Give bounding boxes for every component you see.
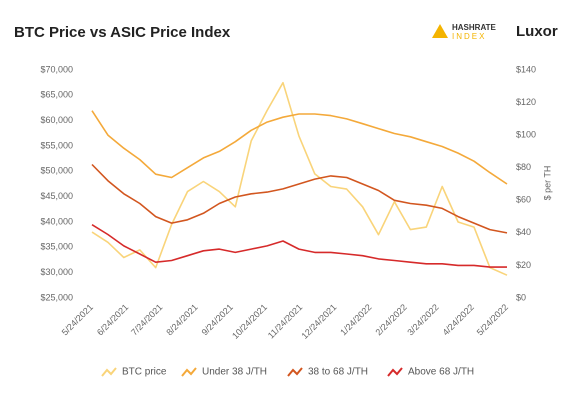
x-tick-label: 8/24/2021 — [164, 302, 199, 337]
series-line — [91, 110, 508, 185]
series-line — [91, 224, 507, 268]
y2-tick-label: $0 — [516, 292, 526, 302]
x-tick-label: 7/24/2021 — [129, 302, 164, 337]
y2-axis-label: $ per TH — [542, 166, 552, 201]
x-tick-label: 10/24/2021 — [230, 302, 269, 341]
legend-swatch — [181, 367, 197, 377]
series-line — [91, 81, 508, 276]
x-tick-label: 6/24/2021 — [95, 302, 130, 337]
y-tick-label: $50,000 — [40, 166, 73, 176]
x-tick-label: 11/24/2021 — [266, 302, 304, 340]
legend-swatch — [287, 367, 303, 377]
y-tick-label: $35,000 — [40, 242, 73, 252]
x-tick-label: 5/24/2021 — [60, 302, 95, 337]
logo-text: INDEX — [452, 32, 486, 41]
logo-icon — [432, 24, 448, 38]
chart-title: BTC Price vs ASIC Price Index — [14, 24, 231, 41]
y2-tick-label: $80 — [516, 162, 531, 172]
y-tick-label: $25,000 — [40, 292, 73, 302]
legend-swatch — [387, 367, 403, 377]
legend-label: 38 to 68 J/TH — [308, 367, 368, 378]
legend-label: Under 38 J/TH — [202, 367, 267, 378]
legend-label: BTC price — [122, 367, 167, 378]
x-tick-label: 2/24/2022 — [374, 302, 409, 337]
y2-tick-label: $100 — [516, 130, 536, 140]
x-tick-label: 1/24/2022 — [338, 302, 373, 337]
x-tick-label: 4/24/2022 — [441, 302, 476, 337]
y-tick-label: $70,000 — [40, 64, 73, 74]
y2-tick-label: $20 — [516, 260, 531, 270]
y2-tick-label: $40 — [516, 227, 531, 237]
x-tick-label: 5/24/2022 — [475, 302, 510, 337]
legend-swatch — [101, 367, 117, 377]
logo-text: Luxor — [516, 23, 558, 40]
logo-text: HASHRATE — [452, 23, 497, 32]
y-tick-label: $45,000 — [40, 191, 73, 201]
y-tick-label: $55,000 — [40, 140, 73, 150]
x-tick-label: 9/24/2021 — [200, 302, 235, 337]
x-tick-label: 3/24/2022 — [405, 302, 440, 337]
y-tick-label: $60,000 — [40, 115, 73, 125]
y2-tick-label: $60 — [516, 195, 531, 205]
y2-tick-label: $140 — [516, 64, 536, 74]
y-tick-label: $65,000 — [40, 90, 73, 100]
legend-label: Above 68 J/TH — [408, 367, 474, 378]
series-line — [91, 163, 508, 234]
y-tick-label: $30,000 — [40, 267, 73, 277]
x-tick-label: 12/24/2021 — [299, 302, 338, 341]
y-tick-label: $40,000 — [40, 216, 73, 226]
y2-tick-label: $120 — [516, 97, 536, 107]
